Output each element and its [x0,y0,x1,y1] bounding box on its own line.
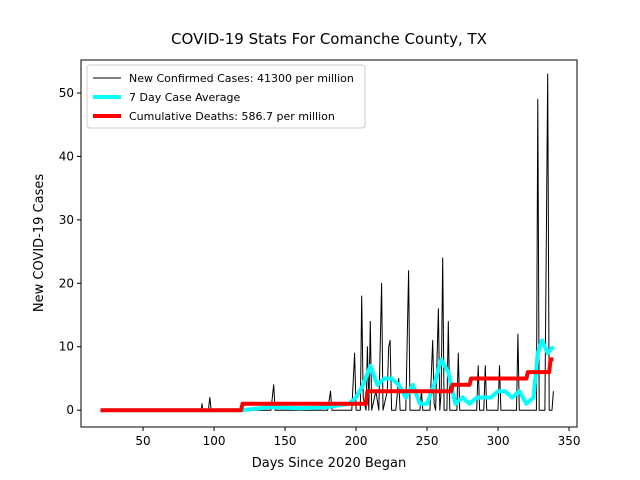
x-tick-label: 150 [274,434,297,448]
x-axis-label: Days Since 2020 Began [252,456,407,471]
x-tick-label: 50 [135,434,150,448]
x-tick-label: 350 [558,434,581,448]
chart-title: COVID-19 Stats For Comanche County, TX [171,30,487,48]
legend-label: Cumulative Deaths: 586.7 per million [129,110,335,123]
x-tick-label: 250 [416,434,439,448]
y-tick-label: 40 [59,149,74,163]
legend-box [86,64,366,129]
y-tick-label: 0 [66,403,74,417]
y-tick-label: 30 [59,213,74,227]
y-axis-label: New COVID-19 Cases [32,174,47,312]
plot-frame [80,59,578,428]
series-line [100,73,554,411]
legend-label: 7 Day Case Average [129,91,241,104]
series-line [100,338,555,413]
y-tick-label: 20 [59,276,74,290]
x-tick-label: 100 [203,434,226,448]
x-tick-label: 300 [487,434,510,448]
y-tick-label: 50 [59,86,74,100]
legend-label: New Confirmed Cases: 41300 per million [129,72,354,85]
x-tick-label: 200 [345,434,368,448]
series-line [100,357,554,413]
y-tick-label: 10 [59,340,74,354]
